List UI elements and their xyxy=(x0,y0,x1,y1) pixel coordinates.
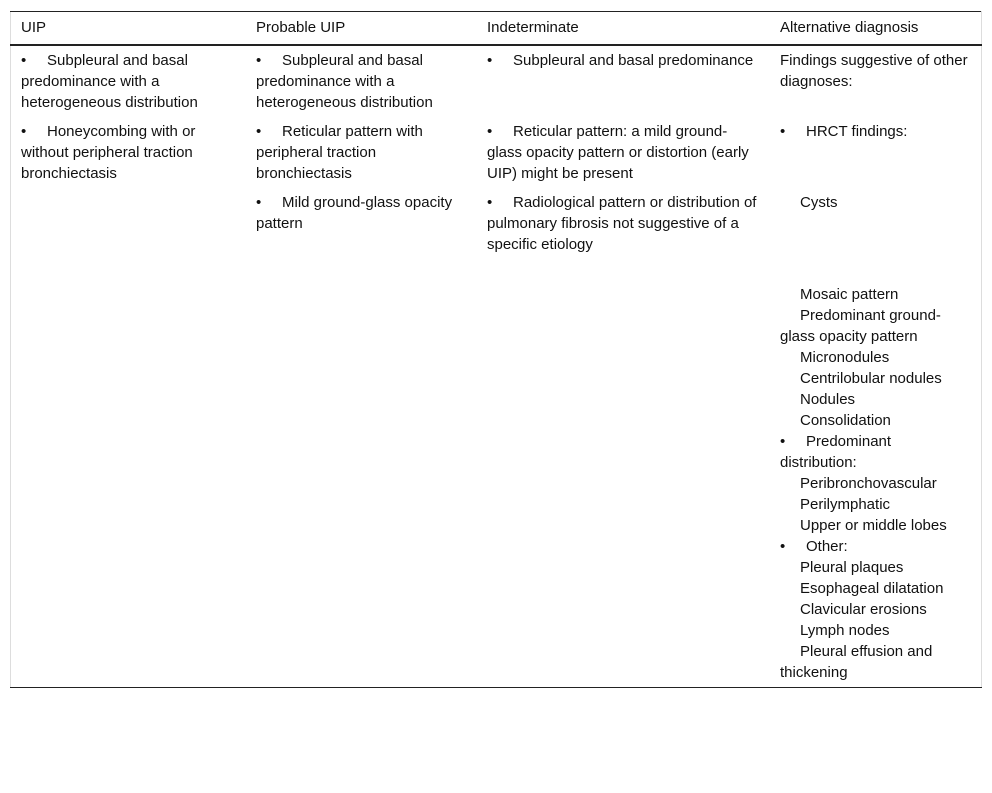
sub-item: Pleural plaques xyxy=(800,559,904,576)
sub-item: Esophageal dilatation xyxy=(800,580,944,597)
sub-item: Pleural effusion and thickening xyxy=(780,643,933,681)
bullet-icon: • xyxy=(21,52,27,69)
list-item: • HRCT findings: xyxy=(780,121,971,142)
sub-item: Predominant ground-glass opacity pattern xyxy=(780,307,941,345)
cell-text: Reticular pattern: a mild ground-glass o… xyxy=(487,123,749,182)
cell-text: Findings suggestive of other diagnoses: xyxy=(780,52,968,90)
header-indeterminate: Indeterminate xyxy=(477,11,770,46)
sub-item: Lymph nodes xyxy=(800,622,890,639)
sub-item: Centrilobular nodules xyxy=(800,370,942,387)
cell-text: Honeycombing with or without peripheral … xyxy=(21,123,196,182)
header-uip: UIP xyxy=(10,11,246,46)
cell-text: Subpleural and basal predominance with a… xyxy=(256,52,433,111)
list-item: • Subpleural and basal predominance with … xyxy=(256,50,467,113)
bullet-icon: • xyxy=(780,433,786,450)
diagnosis-table: UIP Probable UIP Indeterminate Alternati… xyxy=(10,11,982,688)
sub-item: Consolidation xyxy=(800,412,891,429)
bullet-icon: • xyxy=(487,52,493,69)
bullet-icon: • xyxy=(780,538,786,555)
header-row: UIP Probable UIP Indeterminate Alternati… xyxy=(10,11,982,46)
sub-item: Nodules xyxy=(800,391,856,408)
list-item: • Subpleural and basal predominance xyxy=(487,50,760,71)
bullet-icon: • xyxy=(487,123,493,140)
list-item: • Reticular pattern with peripheral tract… xyxy=(256,121,467,184)
table-row: • Honeycombing with or without peripheral… xyxy=(11,117,982,188)
cell-text: Subpleural and basal predominance xyxy=(513,52,754,69)
cell-text: Predominant distribution: xyxy=(780,433,892,471)
bullet-icon: • xyxy=(256,123,262,140)
list-item: • Subpleural and basal predominance with … xyxy=(21,50,236,113)
header-alternative: Alternative diagnosis xyxy=(770,11,982,46)
cell-text: Other: xyxy=(806,538,848,555)
cell-text: Reticular pattern with peripheral tracti… xyxy=(256,123,423,182)
list-item: • Predominant distribution: xyxy=(780,431,971,473)
bullet-icon: • xyxy=(256,52,262,69)
table-row: • Mild ground-glass opacity pattern • Radi… xyxy=(11,188,982,280)
bullet-icon: • xyxy=(780,123,786,140)
cell-text: Radiological pattern or distribution of … xyxy=(487,194,757,253)
cell-text: Subpleural and basal predominance with a… xyxy=(21,52,198,111)
cell-text: HRCT findings: xyxy=(806,123,908,140)
list-item: • Mild ground-glass opacity pattern xyxy=(256,192,467,234)
sub-item: Perilymphatic xyxy=(800,496,891,513)
list-item: • Radiological pattern or distribution of… xyxy=(487,192,760,255)
sub-item: Mosaic pattern xyxy=(800,286,899,303)
sub-item: Upper or middle lobes xyxy=(800,517,947,534)
bullet-icon: • xyxy=(21,123,27,140)
sub-item: Peribronchovascular xyxy=(800,475,937,492)
table-row: • Subpleural and basal predominance with … xyxy=(11,45,982,117)
list-item: • Other: xyxy=(780,536,971,557)
header-probable-uip: Probable UIP xyxy=(246,11,477,46)
sub-item: Cysts xyxy=(800,194,838,211)
sub-item: Clavicular erosions xyxy=(800,601,927,618)
bullet-icon: • xyxy=(256,194,262,211)
bullet-icon: • xyxy=(487,194,493,211)
table-row: Mosaic pattern Predominant ground-glass … xyxy=(11,280,982,688)
list-item: • Honeycombing with or without peripheral… xyxy=(21,121,236,184)
sub-item: Micronodules xyxy=(800,349,890,366)
list-item: • Reticular pattern: a mild ground-glass … xyxy=(487,121,760,184)
cell-text: Mild ground-glass opacity pattern xyxy=(256,194,453,232)
